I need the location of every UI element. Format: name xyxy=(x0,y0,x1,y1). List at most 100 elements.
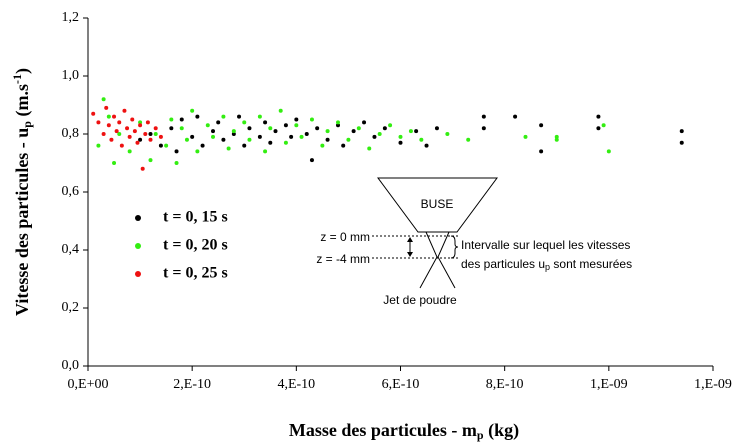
legend-marker xyxy=(135,243,141,249)
point xyxy=(679,140,684,145)
point xyxy=(513,114,518,119)
legend-marker xyxy=(135,271,141,277)
legend-label: t = 0, 15 s xyxy=(163,209,228,226)
note-text: des particules u xyxy=(461,257,545,271)
point xyxy=(101,97,106,102)
point xyxy=(138,137,143,142)
point xyxy=(179,117,184,122)
point xyxy=(414,129,419,134)
point xyxy=(398,134,403,139)
point xyxy=(356,126,361,131)
point xyxy=(190,108,195,113)
point xyxy=(596,114,601,119)
point xyxy=(309,117,314,122)
nozzle-label: BUSE xyxy=(421,197,454,211)
point xyxy=(132,129,137,134)
point xyxy=(283,123,288,128)
x-tick-label: 1,E-09 xyxy=(590,377,628,392)
point xyxy=(278,108,283,113)
y-tick-label: 0,8 xyxy=(62,126,80,141)
point xyxy=(408,129,413,134)
point xyxy=(138,120,143,125)
point xyxy=(106,123,111,128)
point xyxy=(127,149,132,154)
x-title-unit: (kg) xyxy=(484,420,520,441)
point xyxy=(138,123,143,128)
point xyxy=(231,129,236,134)
point xyxy=(596,126,601,131)
point xyxy=(481,126,486,131)
y-tick-label: 1,2 xyxy=(62,10,80,25)
arrow-head xyxy=(407,237,413,242)
point xyxy=(91,111,96,116)
point xyxy=(554,134,559,139)
x-axis-title: Masse des particules - mp (kg) xyxy=(289,420,519,442)
point xyxy=(112,161,117,165)
point xyxy=(117,132,122,136)
point xyxy=(122,108,127,113)
point xyxy=(320,143,325,148)
legend-label: t = 0, 25 s xyxy=(163,265,228,282)
point xyxy=(158,143,163,148)
y-tick-label: 0,6 xyxy=(62,184,80,199)
nozzle-diagram: BUSE z = 0 mm z = -4 mm Intervalle sur l… xyxy=(316,177,632,307)
point xyxy=(434,126,439,131)
point xyxy=(221,114,226,119)
point xyxy=(257,134,262,139)
point xyxy=(130,117,135,122)
point xyxy=(268,140,273,145)
point xyxy=(148,137,153,142)
point xyxy=(190,134,195,139)
y-title-end: ) xyxy=(12,68,33,74)
brace xyxy=(450,235,459,259)
point xyxy=(351,129,356,134)
nozzle-shape xyxy=(377,177,498,233)
point xyxy=(143,132,148,136)
point xyxy=(106,114,111,119)
point xyxy=(153,132,158,136)
point xyxy=(372,134,377,139)
point xyxy=(424,143,429,148)
point xyxy=(445,132,450,136)
y-tick-label: 1,0 xyxy=(62,68,80,83)
point xyxy=(242,143,247,148)
point xyxy=(336,123,340,128)
point xyxy=(304,132,309,136)
x-tick-label: 6,E-10 xyxy=(382,377,420,392)
point xyxy=(140,166,145,171)
point xyxy=(601,123,606,128)
y-tick-label: 0,2 xyxy=(62,300,80,315)
x-title-sub: p xyxy=(477,428,484,442)
point xyxy=(336,120,340,125)
point xyxy=(119,143,124,148)
point xyxy=(606,149,611,154)
point xyxy=(195,114,200,119)
arrow-head xyxy=(407,252,413,257)
point xyxy=(247,126,252,131)
point xyxy=(117,120,122,125)
point xyxy=(294,123,299,128)
z-label: z = 0 mm xyxy=(320,230,370,244)
point xyxy=(148,132,153,136)
y-tick-label: 0,0 xyxy=(62,358,80,373)
point xyxy=(419,137,424,142)
point xyxy=(398,140,403,145)
point xyxy=(221,137,226,142)
y-title-sub: p xyxy=(20,121,34,128)
point xyxy=(127,134,132,139)
point xyxy=(237,114,242,119)
point xyxy=(96,120,101,125)
point xyxy=(242,120,247,125)
point xyxy=(299,134,304,139)
x-title-text: Masse des particules - m xyxy=(289,420,477,440)
point xyxy=(211,129,215,134)
point xyxy=(289,134,294,139)
note: Intervalle sur lequel les vitesses xyxy=(461,238,630,252)
point xyxy=(174,161,179,165)
point xyxy=(481,114,486,119)
point xyxy=(466,137,471,142)
x-tick-label: 0,E+00 xyxy=(68,377,109,392)
point xyxy=(125,126,130,131)
y-title-text: Vitesse des particules - u xyxy=(12,128,32,316)
